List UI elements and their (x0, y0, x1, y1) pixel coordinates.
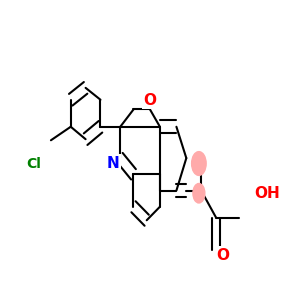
Text: O: O (143, 93, 157, 108)
Text: Cl: Cl (26, 157, 41, 170)
Text: N: N (106, 156, 119, 171)
Circle shape (193, 184, 205, 203)
Text: OH: OH (254, 186, 280, 201)
Text: O: O (216, 248, 229, 263)
Circle shape (192, 152, 206, 176)
